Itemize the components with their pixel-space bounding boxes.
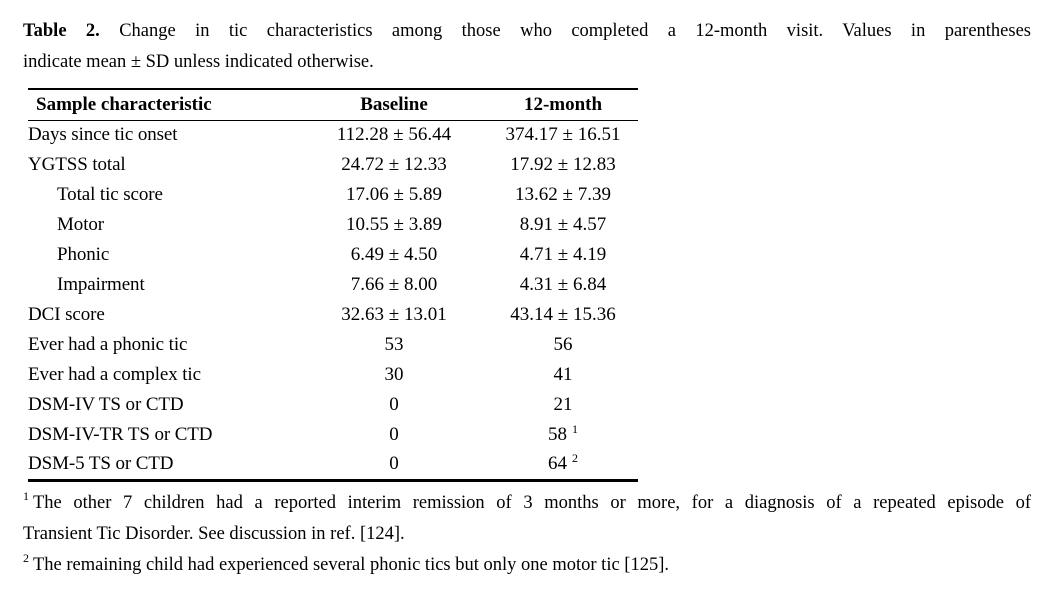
12-month-value: 4.71 ± 4.19	[519, 244, 607, 265]
baseline-value: 17.06 ± 5.89	[346, 184, 442, 205]
footnote-ref-1: 1	[572, 421, 578, 436]
footnote-1-marker: 1	[23, 489, 29, 504]
table-row-dsm-iv-tr-ts-or-ctd: DSM-IV-TR TS or CTD 0 58 1	[28, 420, 638, 450]
row-label: Ever had a complex tic	[28, 364, 201, 385]
table-row-ever-had-complex-tic: Ever had a complex tic 30 41	[28, 360, 638, 390]
12-month-value: 21	[553, 394, 573, 415]
table-number-label: Table 2.	[23, 21, 100, 41]
12-month-value: 41	[553, 364, 573, 385]
row-label: DSM-IV TS or CTD	[28, 394, 184, 415]
table-row-total-tic-score: Total tic score 17.06 ± 5.89 13.62 ± 7.3…	[28, 180, 638, 210]
footnote-2-marker: 2	[23, 551, 29, 566]
table-row-days-since-tic-onset: Days since tic onset 112.28 ± 56.44 374.…	[28, 120, 638, 150]
col-header-sample-characteristic: Sample characteristic	[28, 89, 300, 121]
12-month-value: 374.17 ± 16.51	[505, 124, 621, 146]
table-caption: Table 2. Change in tic characteristics a…	[23, 16, 1031, 78]
table-row-impairment: Impairment 7.66 ± 8.00 4.31 ± 6.84	[28, 270, 638, 300]
table-row-dci-score: DCI score 32.63 ± 13.01 43.14 ± 15.36	[28, 300, 638, 330]
12-month-value: 56	[553, 334, 573, 355]
12-month-number: 58	[548, 424, 567, 445]
caption-text-line-2: indicate mean ± SD unless indicated othe…	[23, 52, 374, 72]
table-row-ever-had-phonic-tic: Ever had a phonic tic 53 56	[28, 330, 638, 360]
table-row-motor: Motor 10.55 ± 3.89 8.91 ± 4.57	[28, 210, 638, 240]
header-row: Sample characteristic Baseline 12-month	[28, 89, 638, 121]
footnote-ref-2: 2	[572, 450, 578, 465]
footnotes: 1 The other 7 children had a reported int…	[23, 488, 1031, 581]
row-label: YGTSS total	[28, 154, 126, 175]
baseline-value: 0	[389, 424, 399, 445]
baseline-value: 112.28 ± 56.44	[336, 124, 452, 146]
row-label: Days since tic onset	[28, 124, 178, 146]
baseline-value: 0	[389, 394, 399, 415]
row-label: Phonic	[57, 244, 110, 265]
row-label: Motor	[57, 214, 105, 235]
baseline-value: 24.72 ± 12.33	[341, 154, 447, 175]
12-month-value: 64 2	[488, 450, 638, 480]
12-month-value: 58 1	[488, 420, 638, 450]
baseline-value: 30	[384, 364, 404, 385]
baseline-value: 6.49 ± 4.50	[350, 244, 438, 265]
col-header-12-month: 12-month	[488, 89, 638, 121]
baseline-value: 32.63 ± 13.01	[341, 304, 447, 325]
paper-page: Table 2. Change in tic characteristics a…	[23, 16, 1031, 581]
footnote-1-text-line-1: The other 7 children had a reported inte…	[33, 492, 1031, 513]
footnote-2: 2 The remaining child had experienced sev…	[23, 550, 1031, 581]
caption-line-1: Table 2. Change in tic characteristics a…	[23, 16, 1031, 47]
baseline-value: 53	[384, 334, 404, 355]
row-label: Ever had a phonic tic	[28, 334, 188, 355]
row-label: DCI score	[28, 304, 105, 325]
footnote-1-line-1: 1 The other 7 children had a reported int…	[23, 488, 1031, 519]
table-row-ygtss-total: YGTSS total 24.72 ± 12.33 17.92 ± 12.83	[28, 150, 638, 180]
12-month-value: 4.31 ± 6.84	[519, 274, 607, 295]
footnote-2-text-line-1: The remaining child had experienced seve…	[33, 554, 669, 575]
baseline-value: 7.66 ± 8.00	[350, 274, 438, 295]
table-row-dsm-iv-ts-or-ctd: DSM-IV TS or CTD 0 21	[28, 390, 638, 420]
12-month-value: 17.92 ± 12.83	[510, 154, 616, 175]
row-label: DSM-IV-TR TS or CTD	[28, 424, 213, 445]
12-month-number: 64	[548, 453, 567, 475]
baseline-value: 0	[389, 453, 399, 475]
baseline-value: 10.55 ± 3.89	[346, 214, 442, 235]
caption-text-line-1: Change in tic characteristics among thos…	[119, 21, 1032, 41]
row-label: Total tic score	[57, 184, 163, 205]
row-label: DSM-5 TS or CTD	[28, 453, 174, 475]
tic-characteristics-table: Sample characteristic Baseline 12-month …	[28, 88, 638, 482]
footnote-1: 1 The other 7 children had a reported int…	[23, 488, 1031, 550]
12-month-value: 13.62 ± 7.39	[515, 184, 611, 205]
col-header-baseline: Baseline	[300, 89, 488, 121]
12-month-value: 43.14 ± 15.36	[510, 304, 616, 325]
row-label: Impairment	[57, 274, 145, 295]
footnote-1-text-line-2: Transient Tic Disorder. See discussion i…	[23, 523, 405, 544]
12-month-value: 8.91 ± 4.57	[519, 214, 607, 235]
table-row-phonic: Phonic 6.49 ± 4.50 4.71 ± 4.19	[28, 240, 638, 270]
table-row-dsm-5-ts-or-ctd: DSM-5 TS or CTD 0 64 2	[28, 450, 638, 480]
